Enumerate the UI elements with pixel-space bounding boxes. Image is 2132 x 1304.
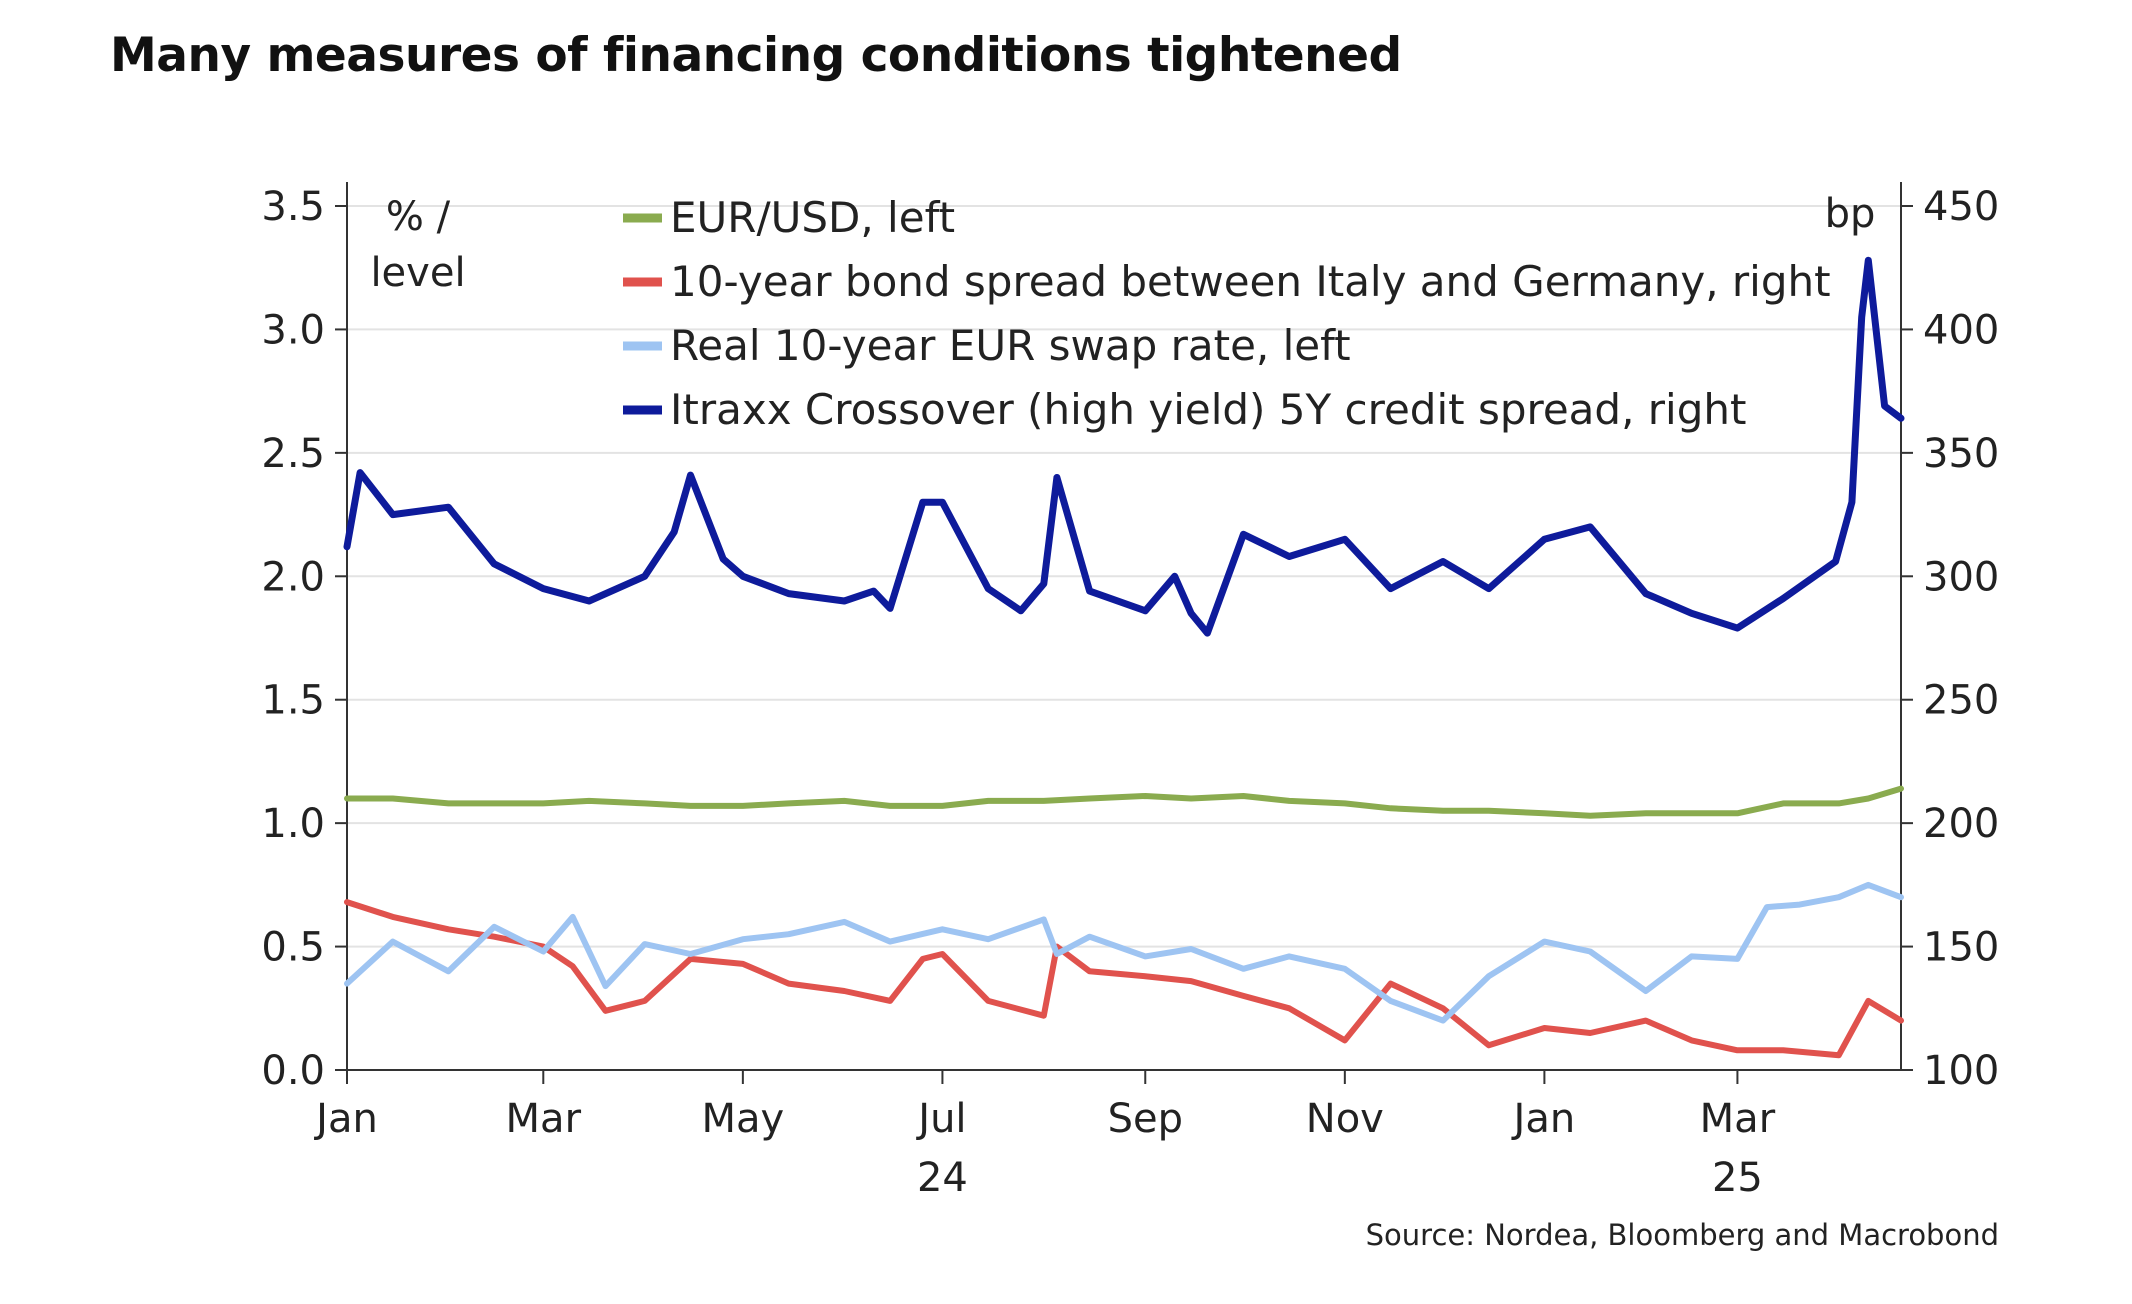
series-lines [343,256,1905,1059]
legend-label: Real 10-year EUR swap rate, left [670,321,1351,370]
left-tick-label: 0.0 [261,1048,325,1094]
series-line [344,881,1904,1024]
legend-label: Itraxx Crossover (high yield) 5Y credit … [670,385,1746,434]
left-tick-label: 0.5 [261,925,325,971]
gridlines [347,205,1901,948]
source-note: Source: Nordea, Bloomberg and Macrobond [1365,1218,1999,1252]
axis-unit-labels: % / level bp [370,191,1875,296]
left-tick-label: 2.5 [261,431,325,477]
right-tick-label: 350 [1923,431,1999,477]
left-tick-label: 1.0 [261,801,325,847]
left-tick-label: 2.0 [261,554,325,600]
left-tick-label: 1.5 [261,678,325,724]
x-year-label: 24 [917,1155,968,1201]
legend-label: EUR/USD, left [670,193,955,242]
x-tick-label: Sep [1108,1096,1183,1142]
right-tick-label: 150 [1923,925,1999,971]
x-tick-label: Jan [313,1096,378,1142]
right-tick-label: 200 [1923,801,1999,847]
x-tick-label: Jan [1511,1096,1576,1142]
x-tick-label: Mar [1700,1096,1776,1142]
x-tick-label: May [702,1096,785,1142]
left-tick-label: 3.0 [261,307,325,353]
x-tick-label: Mar [506,1096,582,1142]
legend: EUR/USD, left 10-year bond spread between… [623,193,1831,434]
right-tick-label: 250 [1923,678,1999,724]
right-tick-label: 100 [1923,1048,1999,1094]
series-line [344,899,1904,1059]
right-unit-label: bp [1825,191,1876,237]
x-tick-label: Jul [915,1096,966,1142]
right-tick-label: 450 [1923,184,1999,230]
series-line [343,256,1905,637]
legend-label: 10-year bond spread between Italy and Ge… [670,257,1831,306]
left-unit-label: level [370,250,465,296]
series-line [344,785,1904,819]
chart-title: Many measures of financing conditions ti… [110,28,1402,83]
left-unit-label: % / [386,194,451,240]
right-tick-label: 400 [1923,307,1999,353]
axes: 0.0 0.5 1.0 1.5 2.0 2.5 3.0 3.5 100 150 200 250 300 3… [261,182,1999,1201]
left-tick-label: 3.5 [261,184,325,230]
right-tick-label: 300 [1923,554,1999,600]
x-year-label: 25 [1712,1155,1763,1201]
x-tick-label: Nov [1306,1096,1384,1142]
